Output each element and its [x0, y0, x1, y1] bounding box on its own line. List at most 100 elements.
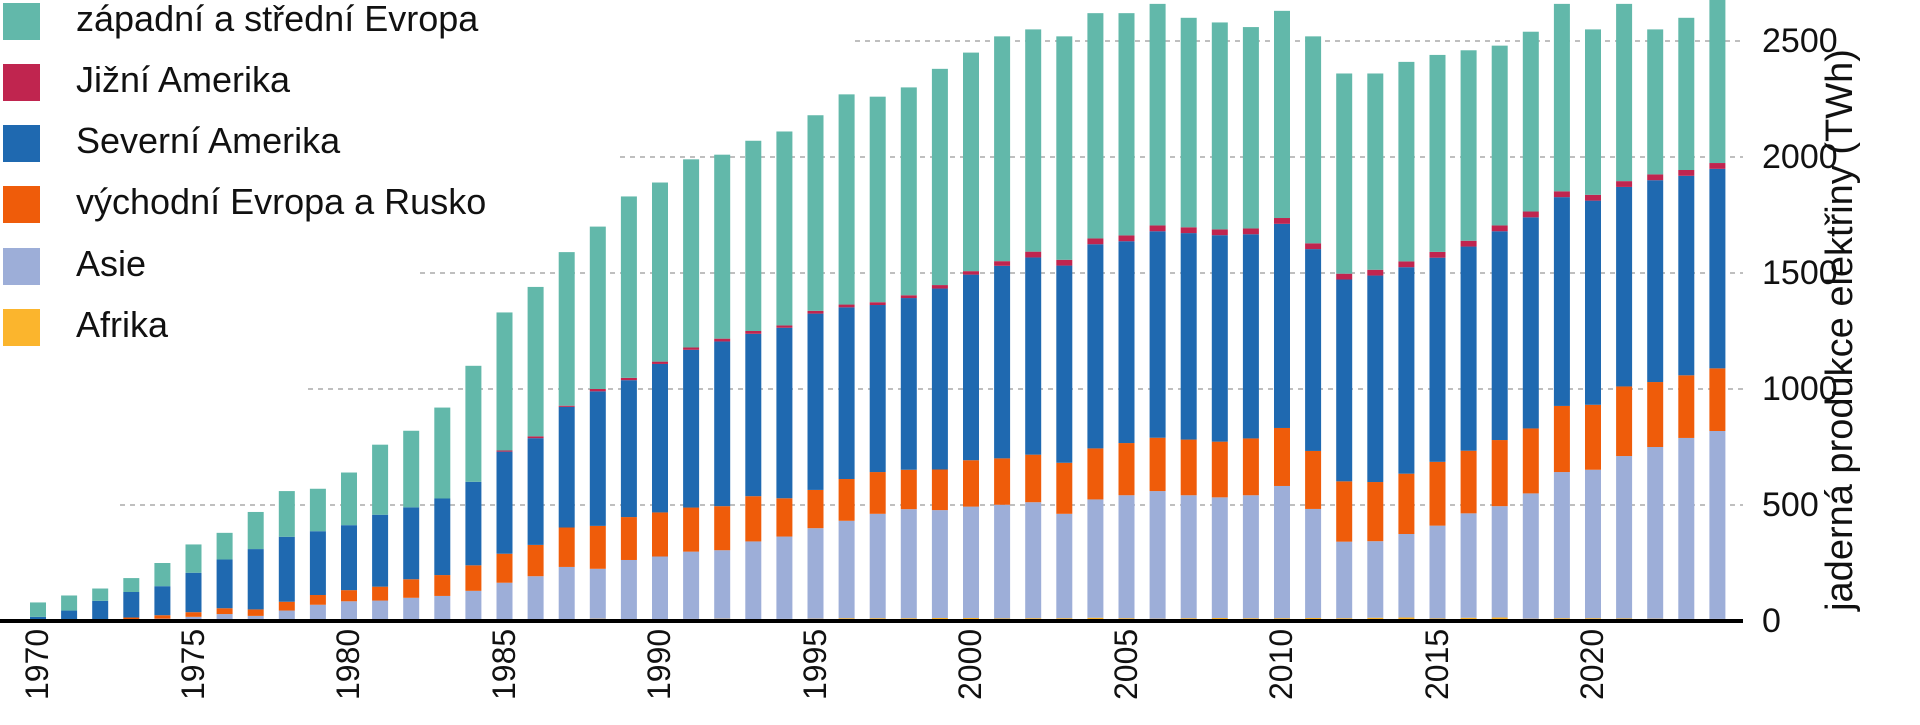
bar-segment — [496, 582, 513, 620]
bar-segment — [1647, 174, 1664, 181]
y-tick-label: 500 — [1762, 486, 1819, 524]
bar-stack-2004 — [1087, 13, 1104, 621]
bar-segment — [1709, 163, 1726, 169]
x-tick-label: 2010 — [1263, 628, 1299, 700]
bar-segment — [123, 578, 140, 592]
bar-segment — [1491, 225, 1508, 232]
bar-segment — [745, 140, 762, 331]
bar-segment — [869, 472, 886, 514]
bar-segment — [869, 96, 886, 303]
bar-segment — [620, 380, 637, 518]
bar-segment — [1678, 17, 1695, 170]
bar-segment — [714, 506, 731, 551]
bar-segment — [1242, 438, 1259, 496]
bar-stack-2010 — [1274, 10, 1290, 621]
bar-segment — [900, 295, 917, 299]
bar-segment — [1585, 29, 1601, 195]
bar-stack-2022 — [1647, 29, 1664, 621]
bar-segment — [683, 159, 700, 348]
bar-segment — [278, 610, 295, 621]
bar-segment — [1429, 251, 1446, 258]
bar-segment — [714, 338, 731, 342]
bar-segment — [434, 498, 451, 576]
bar-segment — [1709, 0, 1726, 164]
bar-segment — [1211, 22, 1228, 230]
bar-segment — [216, 608, 233, 615]
bar-segment — [652, 361, 668, 364]
bar-segment — [1180, 17, 1197, 228]
bar-segment — [1274, 10, 1290, 219]
bar-segment — [994, 504, 1011, 619]
bar-segment — [1025, 251, 1042, 258]
bar-segment — [838, 307, 855, 480]
bar-segment — [403, 507, 420, 580]
bar-stack-1990 — [652, 182, 668, 621]
bar-stack-2009 — [1242, 27, 1259, 621]
legend-label: východní Evropa a Rusko — [76, 181, 487, 222]
bar-segment — [1274, 218, 1290, 224]
bar-stack-2008 — [1211, 22, 1228, 621]
bar-segment — [869, 305, 886, 473]
bar-segment — [1305, 450, 1322, 509]
bar-segment — [309, 488, 326, 532]
bar-stack-1986 — [527, 286, 544, 621]
bar-segment — [1522, 493, 1539, 619]
bar-segment — [838, 520, 855, 619]
bar-segment — [30, 602, 46, 617]
bar-stack-2014 — [1398, 61, 1415, 621]
bar-segment — [527, 576, 544, 620]
bar-segment — [931, 288, 948, 470]
bar-segment — [652, 512, 668, 557]
bar-stack-1980 — [341, 472, 357, 621]
bar-stack-1999 — [931, 68, 948, 621]
bar-segment — [1429, 54, 1446, 252]
bar-segment — [434, 575, 451, 596]
bar-segment — [900, 469, 917, 510]
bar-segment — [1336, 273, 1353, 280]
bar-stack-1970 — [30, 602, 46, 621]
bar-segment — [900, 509, 917, 619]
bar-segment — [1647, 382, 1664, 447]
bar-stack-1982 — [403, 430, 420, 621]
x-tick-label: 2000 — [952, 628, 988, 700]
bar-stack-1984 — [465, 365, 482, 621]
bar-stack-2000 — [963, 52, 979, 621]
bar-segment — [1616, 3, 1633, 182]
bar-segment — [1025, 29, 1042, 252]
x-tick-label: 2005 — [1107, 628, 1144, 700]
bar-segment — [1491, 231, 1508, 441]
bar-segment — [869, 513, 886, 619]
bar-segment — [1242, 495, 1259, 619]
bar-segment — [1460, 246, 1477, 451]
bar-segment — [1429, 257, 1446, 462]
legend-swatch — [3, 248, 40, 285]
bar-segment — [278, 601, 295, 611]
legend-swatch — [3, 309, 40, 346]
legend-item-south-america: Jižní Amerika — [0, 60, 600, 104]
bar-stack-1996 — [838, 94, 855, 621]
bar-stack-1975 — [185, 544, 202, 621]
bar-segment — [1398, 61, 1415, 262]
bar-segment — [61, 610, 78, 621]
bar-segment — [1242, 234, 1259, 439]
bar-segment — [1367, 269, 1384, 276]
bar-segment — [247, 511, 264, 550]
bar-segment — [1305, 508, 1322, 618]
bar-stack-2006 — [1149, 3, 1166, 621]
bar-stack-2021 — [1616, 3, 1633, 621]
bar-segment — [1553, 3, 1570, 192]
bar-segment — [1522, 217, 1539, 429]
bar-stack-2019 — [1553, 3, 1570, 621]
bar-segment — [1491, 45, 1508, 226]
bar-stack-1993 — [745, 140, 762, 621]
bar-segment — [1025, 257, 1042, 455]
bar-segment — [527, 544, 544, 577]
legend-item-eastern-europe-russia: východní Evropa a Rusko — [0, 182, 600, 226]
bar-segment — [1522, 211, 1539, 218]
bar-segment — [1274, 485, 1290, 619]
bar-segment — [963, 274, 979, 461]
bar-segment — [1522, 428, 1539, 494]
x-tick-label: 2020 — [1574, 628, 1610, 700]
bar-segment — [620, 196, 637, 378]
